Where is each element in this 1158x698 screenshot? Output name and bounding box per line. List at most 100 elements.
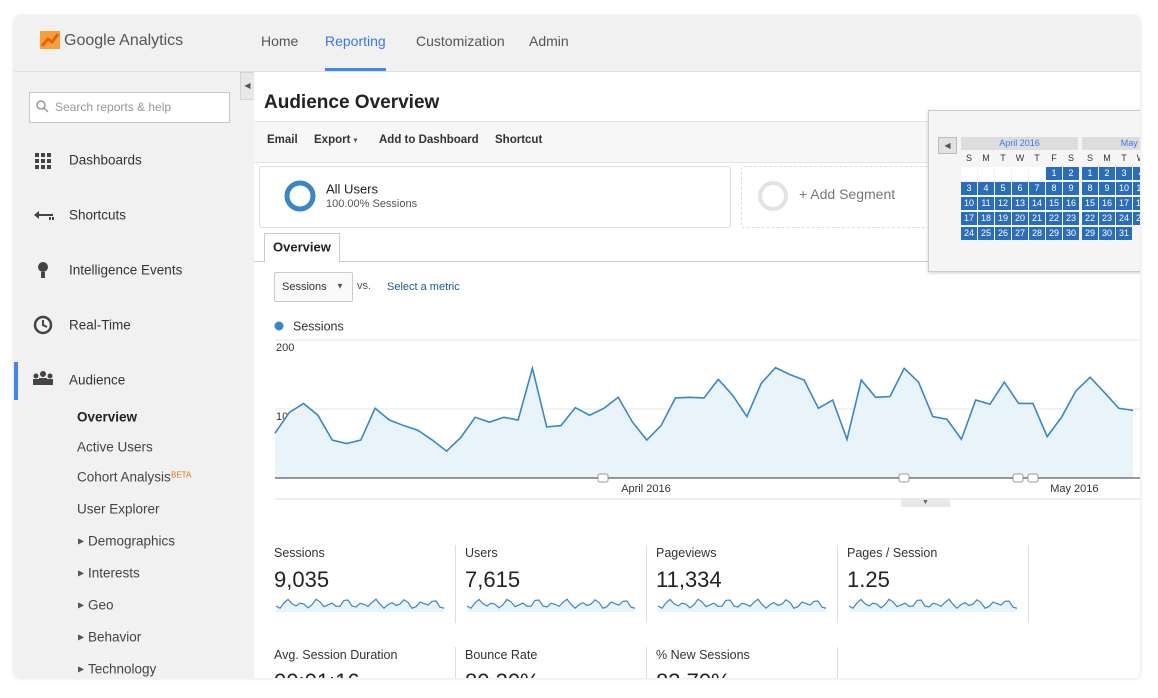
app: Google Analytics ◀ Search reports & help… [14, 16, 1140, 678]
calendar-day[interactable]: 14 [1029, 197, 1045, 210]
calendar-day[interactable]: 5 [995, 182, 1011, 195]
metric-label: Pages / Session [847, 546, 938, 560]
y-tick-label: 200 [276, 342, 294, 354]
calendar-day[interactable]: 4 [978, 182, 994, 195]
calendar-day[interactable]: 26 [995, 227, 1011, 240]
calendar-day[interactable]: 18 [1133, 197, 1140, 210]
calendar-day[interactable]: 23 [1099, 212, 1115, 225]
calendar-day[interactable]: 17 [1116, 197, 1132, 210]
tab-label[interactable]: Overview [273, 239, 331, 255]
chart-expand[interactable]: ▼ [901, 498, 950, 507]
calendar-day[interactable]: 8 [1082, 182, 1098, 195]
annotation-marker [898, 473, 910, 483]
sparkline-fill [276, 599, 444, 612]
sidebar-item[interactable]: Real-Time [69, 317, 131, 333]
calendar-day[interactable]: 13 [1012, 197, 1028, 210]
calendar-day[interactable]: 27 [1012, 227, 1028, 240]
sidebar-item[interactable]: Intelligence Events [69, 262, 183, 278]
calendar-day[interactable]: 18 [978, 212, 994, 225]
metric-dropdown[interactable] [274, 272, 353, 302]
calendar-day[interactable]: 30 [1099, 227, 1115, 240]
toolbar-item[interactable]: Export [314, 134, 351, 146]
expand-arrow: ▶ [78, 600, 85, 610]
calendar-day[interactable]: 21 [1029, 212, 1045, 225]
calendar-day[interactable]: 29 [1082, 227, 1098, 240]
metric-dropdown-label[interactable]: Sessions [282, 281, 327, 293]
calendar-day[interactable]: 16 [1063, 197, 1079, 210]
calendar-day[interactable]: 17 [961, 212, 977, 225]
expand-arrow: ▶ [78, 568, 85, 578]
nav-active-underline [325, 68, 386, 71]
calendar-day[interactable]: 31 [1116, 227, 1132, 240]
calendar-day[interactable]: 11 [978, 197, 994, 210]
calendar-day [961, 167, 977, 180]
calendar-day[interactable]: 20 [1012, 212, 1028, 225]
segment-box[interactable] [259, 166, 731, 228]
calendar-day[interactable]: 24 [1116, 212, 1132, 225]
calendar-day[interactable]: 11 [1133, 182, 1140, 195]
calendar-day[interactable]: 9 [1063, 182, 1079, 195]
calendar-day[interactable]: 8 [1046, 182, 1062, 195]
calendar-day[interactable]: 19 [995, 212, 1011, 225]
calendar-day[interactable]: 15 [1082, 197, 1098, 210]
app-frame: Google Analytics ◀ Search reports & help… [14, 16, 1140, 678]
sidebar-subitem[interactable]: Technology [88, 661, 157, 677]
select-metric[interactable]: Select a metric [387, 281, 460, 293]
calendar-day[interactable]: 2 [1063, 167, 1079, 180]
expand-arrow: ▶ [78, 632, 85, 642]
sidebar-subitem[interactable]: Behavior [88, 629, 142, 645]
toolbar-item[interactable]: Add to Dashboard [379, 134, 479, 146]
calendar-day[interactable]: 1 [1046, 167, 1062, 180]
calendar-day[interactable]: 9 [1099, 182, 1115, 195]
sidebar-item[interactable]: Shortcuts [69, 207, 127, 223]
add-segment[interactable]: + Add Segment [799, 186, 896, 202]
sidebar-subitem[interactable]: Overview [77, 409, 138, 425]
calendar-day[interactable]: 7 [1029, 182, 1045, 195]
sidebar-subitem[interactable]: User Explorer [77, 501, 160, 517]
calendar-day[interactable]: 2 [1099, 167, 1115, 180]
calendar-day[interactable]: 4 [1133, 167, 1140, 180]
add-segment-box[interactable] [741, 166, 943, 228]
sidebar-subitem[interactable]: Interests [88, 565, 140, 581]
calendar-day[interactable]: 30 [1063, 227, 1079, 240]
calendar-day[interactable]: 10 [961, 197, 977, 210]
calendar-day[interactable]: 10 [1116, 182, 1132, 195]
sidebar-subitem[interactable]: Demographics [88, 533, 176, 549]
calendar-day[interactable]: 16 [1099, 197, 1115, 210]
calendar-day[interactable]: 24 [961, 227, 977, 240]
sidebar-item[interactable]: Audience [69, 372, 126, 388]
sparkline-fill [658, 599, 826, 612]
nav-item[interactable]: Home [261, 33, 299, 49]
metric-value: 80.30% [465, 669, 540, 678]
calendar-day[interactable]: 15 [1046, 197, 1062, 210]
calendar-day[interactable]: 25 [978, 227, 994, 240]
calendar-day[interactable]: 22 [1046, 212, 1062, 225]
calendar-day[interactable]: 3 [961, 182, 977, 195]
legend-label: Sessions [293, 319, 344, 333]
nav-item[interactable]: Admin [529, 33, 569, 49]
calendar-weekday: W [1015, 153, 1025, 163]
calendar-prev[interactable]: ◀ [938, 137, 957, 154]
search-placeholder[interactable]: Search reports & help [55, 100, 172, 114]
sidebar-subitem[interactable]: Active Users [77, 439, 153, 455]
calendar-day[interactable]: 29 [1046, 227, 1062, 240]
tab[interactable] [264, 233, 340, 263]
sidebar-subitem[interactable]: Geo [88, 597, 114, 613]
calendar-day[interactable]: 22 [1082, 212, 1098, 225]
toolbar-item[interactable]: Email [267, 134, 298, 146]
toolbar-item[interactable]: Shortcut [495, 134, 543, 146]
calendar-day[interactable]: 25 [1133, 212, 1140, 225]
calendar-weekday: S [1067, 153, 1074, 163]
calendar-day[interactable]: 23 [1063, 212, 1079, 225]
calendar-day[interactable]: 28 [1029, 227, 1045, 240]
calendar-day[interactable]: 3 [1116, 167, 1132, 180]
sparkline [657, 598, 827, 609]
calendar-day[interactable]: 12 [995, 197, 1011, 210]
calendar-day[interactable]: 1 [1082, 167, 1098, 180]
search-box[interactable] [29, 92, 230, 123]
nav-item[interactable]: Customization [416, 33, 505, 49]
sidebar-subitem[interactable]: Cohort Analysis [77, 469, 171, 485]
sidebar-item[interactable]: Dashboards [69, 152, 142, 168]
nav-item[interactable]: Reporting [325, 33, 386, 49]
calendar-day[interactable]: 6 [1012, 182, 1028, 195]
